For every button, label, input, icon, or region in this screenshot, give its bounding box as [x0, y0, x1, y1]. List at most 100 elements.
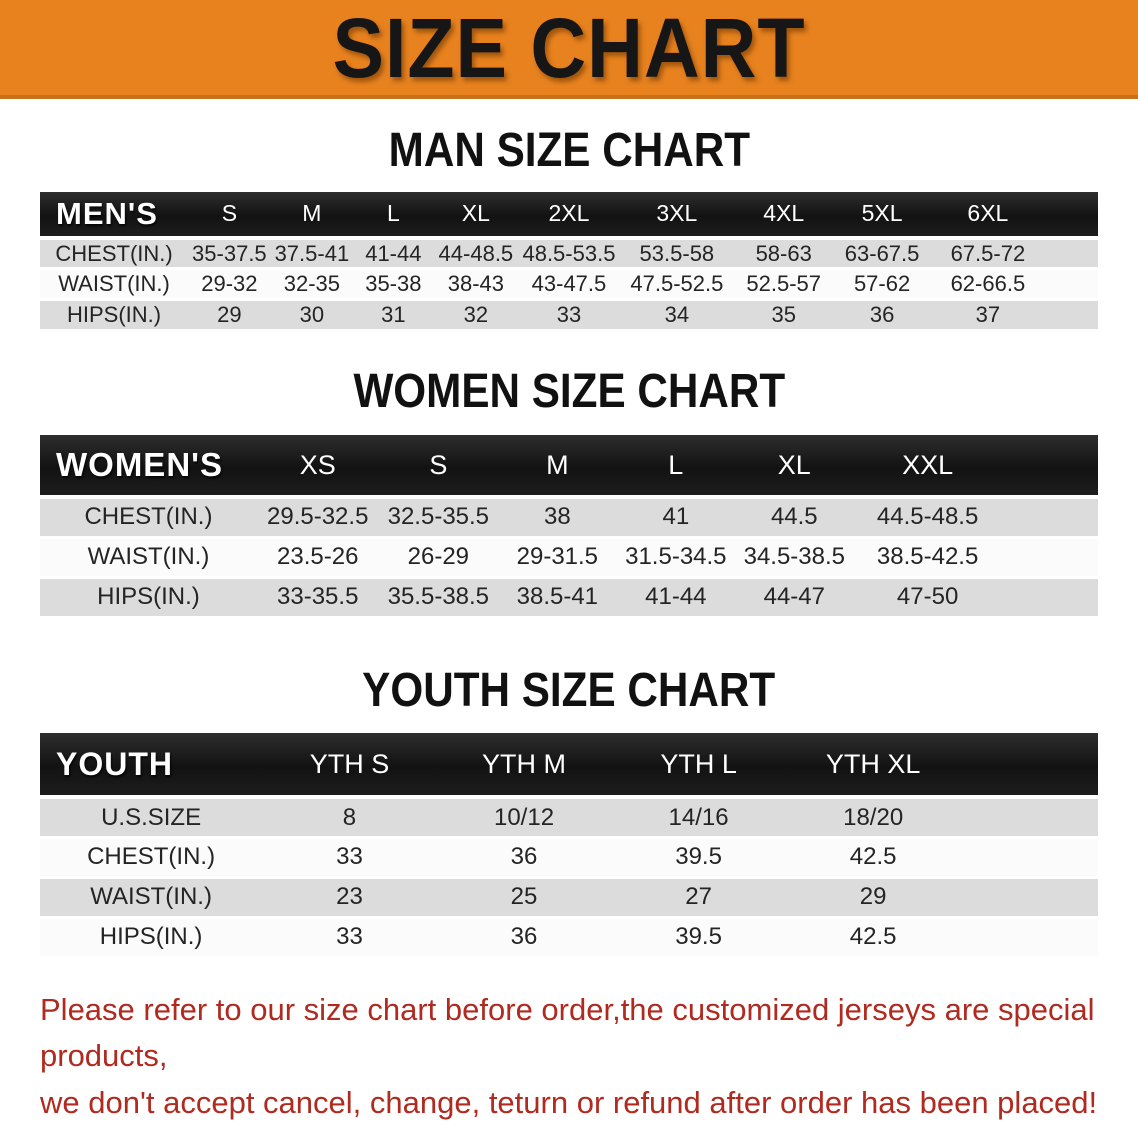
- women-row-label-chest-in: CHEST(IN.): [40, 497, 257, 539]
- table-cell: 44-48.5: [433, 237, 519, 271]
- table-cell: 29-31.5: [498, 537, 617, 579]
- youth-header-spacer: [960, 733, 1098, 800]
- youth-section-heading-text: YOUTH SIZE CHART: [362, 663, 776, 717]
- youth-col-yth-xl: YTH XL: [785, 733, 961, 800]
- table-cell: 44.5-48.5: [853, 497, 1002, 539]
- table-cell: 52.5-57: [733, 268, 834, 302]
- table-cell: 34: [619, 299, 734, 333]
- men-col-l: L: [353, 191, 434, 240]
- men-col-2xl: 2XL: [518, 191, 620, 240]
- women-col-xl: XL: [735, 435, 854, 500]
- men-col-s: S: [188, 191, 271, 240]
- men-col-xl: XL: [433, 191, 519, 240]
- table-row: U.S.SIZE 8 10/12 14/16 18/20: [40, 797, 1098, 839]
- row-spacer: [960, 877, 1098, 919]
- table-cell: 32: [433, 299, 519, 333]
- table-cell: 41: [616, 497, 736, 539]
- table-cell: 30: [270, 299, 354, 333]
- youth-col-yth-s: YTH S: [262, 733, 437, 800]
- table-row: HIPS(IN.) 33-35.5 35.5-38.5 38.5-41 41-44 44-…: [40, 577, 1098, 619]
- table-cell: 37.5-41: [270, 237, 354, 271]
- row-spacer: [1045, 268, 1098, 302]
- table-cell: 47.5-52.5: [619, 268, 734, 302]
- table-cell: 38: [498, 497, 617, 539]
- row-spacer: [1001, 497, 1098, 539]
- table-cell: 62-66.5: [930, 268, 1045, 302]
- table-cell: 36: [833, 299, 931, 333]
- women-col-l: L: [616, 435, 736, 500]
- page-title: SIZE CHART: [332, 0, 806, 95]
- women-table-title: WOMEN'S: [40, 435, 257, 500]
- men-header-spacer: [1045, 191, 1098, 240]
- table-cell: 35: [733, 299, 834, 333]
- table-cell: 41-44: [616, 577, 736, 619]
- table-cell: 41-44: [353, 237, 434, 271]
- men-size-table: MEN'S S M L XL 2XL 3XL 4XL 5XL 6XL CHEST(IN.) 35-37…: [40, 191, 1098, 333]
- youth-row-label-waist-in: WAIST(IN.): [40, 877, 263, 919]
- table-cell: 43-47.5: [518, 268, 620, 302]
- row-spacer: [1001, 577, 1098, 619]
- table-cell: 38.5-41: [498, 577, 617, 619]
- youth-row-label-hips-in: HIPS(IN.): [40, 917, 263, 959]
- row-spacer: [1045, 299, 1098, 333]
- table-cell: 48.5-53.5: [518, 237, 620, 271]
- table-cell: 14/16: [611, 797, 786, 839]
- table-cell: 25: [436, 877, 612, 919]
- table-cell: 67.5-72: [930, 237, 1045, 271]
- women-header-row: WOMEN'S XS S M L XL XXL: [40, 435, 1098, 500]
- table-row: HIPS(IN.) 33 36 39.5 42.5: [40, 917, 1098, 959]
- men-row-label-waist-in: WAIST(IN.): [40, 268, 189, 302]
- disclaimer: Please refer to our size chart before or…: [40, 987, 1098, 1127]
- table-cell: 47-50: [853, 577, 1002, 619]
- banner: SIZE CHART: [0, 0, 1138, 99]
- table-row: CHEST(IN.) 33 36 39.5 42.5: [40, 837, 1098, 879]
- women-size-table: WOMEN'S XS S M L XL XXL CHEST(IN.) 29.5-32.5 32.5…: [40, 435, 1098, 619]
- table-row: WAIST(IN.) 29-32 32-35 35-38 38-43 43-47.5 47.…: [40, 268, 1098, 302]
- table-cell: 33: [262, 917, 437, 959]
- row-spacer: [1045, 237, 1098, 271]
- men-table-title: MEN'S: [40, 191, 189, 240]
- youth-table-title: YOUTH: [40, 733, 263, 800]
- men-section-heading-text: MAN SIZE CHART: [388, 124, 750, 177]
- table-row: WAIST(IN.) 23.5-26 26-29 29-31.5 31.5-34.5 34…: [40, 537, 1098, 579]
- table-cell: 35.5-38.5: [378, 577, 499, 619]
- men-col-6xl: 6XL: [930, 191, 1045, 240]
- women-col-xxl: XXL: [853, 435, 1002, 500]
- table-cell: 32.5-35.5: [378, 497, 499, 539]
- table-cell: 33: [518, 299, 620, 333]
- table-cell: 39.5: [611, 917, 786, 959]
- disclaimer-line-2: we don't accept cancel, change, teturn o…: [40, 1084, 1098, 1120]
- table-cell: 53.5-58: [619, 237, 734, 271]
- row-spacer: [960, 917, 1098, 959]
- table-cell: 27: [611, 877, 786, 919]
- table-cell: 23: [262, 877, 437, 919]
- youth-header-row: YOUTH YTH S YTH M YTH L YTH XL: [40, 733, 1098, 800]
- table-cell: 35-37.5: [188, 237, 271, 271]
- table-cell: 31: [353, 299, 434, 333]
- table-cell: 44-47: [735, 577, 854, 619]
- table-cell: 57-62: [833, 268, 931, 302]
- men-section-heading: MAN SIZE CHART: [0, 124, 1138, 178]
- table-cell: 18/20: [785, 797, 961, 839]
- table-cell: 29: [785, 877, 961, 919]
- table-cell: 10/12: [436, 797, 612, 839]
- row-spacer: [1001, 537, 1098, 579]
- disclaimer-line-1: Please refer to our size chart before or…: [40, 991, 1095, 1074]
- table-row: HIPS(IN.) 29 30 31 32 33 34 35 36 37: [40, 299, 1098, 333]
- table-cell: 63-67.5: [833, 237, 931, 271]
- table-cell: 29-32: [188, 268, 271, 302]
- table-cell: 37: [930, 299, 1045, 333]
- table-row: CHEST(IN.) 35-37.5 37.5-41 41-44 44-48.5 48.5…: [40, 237, 1098, 271]
- men-row-label-hips-in: HIPS(IN.): [40, 299, 189, 333]
- table-cell: 42.5: [785, 837, 961, 879]
- women-header-spacer: [1001, 435, 1098, 500]
- table-cell: 26-29: [378, 537, 499, 579]
- youth-row-label-u-s-size: U.S.SIZE: [40, 797, 263, 839]
- youth-row-label-chest-in: CHEST(IN.): [40, 837, 263, 879]
- women-section-heading: WOMEN SIZE CHART: [0, 365, 1138, 419]
- table-cell: 58-63: [733, 237, 834, 271]
- table-cell: 36: [436, 917, 612, 959]
- table-cell: 29.5-32.5: [256, 497, 379, 539]
- women-section-heading-text: WOMEN SIZE CHART: [353, 365, 785, 419]
